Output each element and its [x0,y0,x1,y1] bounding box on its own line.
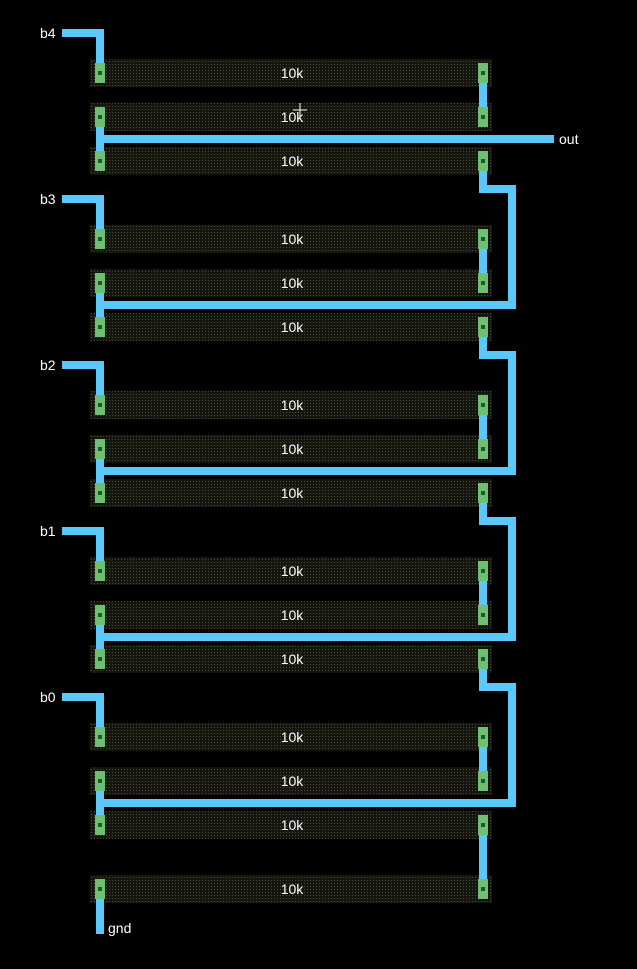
net-label-b1: b1 [40,523,56,539]
resistor-body [90,645,492,673]
contact-core [98,237,102,241]
contact-core [98,403,102,407]
resistor-body [90,147,492,175]
contact-core [481,491,485,495]
input-wire-b1 [62,527,104,575]
contact-core [98,657,102,661]
resistor-value: 10k [281,485,305,501]
contact-core [481,403,485,407]
resistor-value: 10k [281,109,305,125]
resistor-body [90,811,492,839]
contact-core [481,237,485,241]
crosshair-icon [293,103,307,117]
contact-core [98,71,102,75]
resistor-value: 10k [281,231,305,247]
contact-core [98,325,102,329]
contact-core [98,569,102,573]
resistor-value: 10k [281,275,305,291]
contact-core [481,887,485,891]
resistor-body [90,479,492,507]
contact-core [98,447,102,451]
contact-core [481,325,485,329]
resistor-body [90,875,492,903]
resistor-value: 10k [281,729,305,745]
resistor-body [90,59,492,87]
net-label-gnd: gnd [108,920,131,936]
resistor-value: 10k [281,881,305,897]
input-wire-b3 [62,195,104,243]
contact-core [98,823,102,827]
ladder-rail [96,489,516,641]
ladder-rail [96,323,516,475]
resistor-array [90,59,492,903]
resistor-body [90,103,492,131]
contact-core [481,823,485,827]
net-label-b2: b2 [40,357,56,373]
contact-core [98,613,102,617]
resistor-value: 10k [281,319,305,335]
contact-core [98,491,102,495]
resistor-value: 10k [281,441,305,457]
resistor-body [90,601,492,629]
resistor-body [90,767,492,795]
ladder-rail [96,157,516,309]
contact-core [481,613,485,617]
net-label-b3: b3 [40,191,56,207]
contact-core [481,447,485,451]
wire-net [62,29,554,934]
contact-core [481,735,485,739]
contact-core [98,115,102,119]
input-wire-b2 [62,361,104,409]
net-label-b0: b0 [40,689,56,705]
contact-core [481,115,485,119]
resistor-body [90,723,492,751]
input-wire-b0 [62,693,104,741]
resistor-value: 10k [281,607,305,623]
resistor-body [90,313,492,341]
net-label-out: out [559,131,579,147]
contact-core [98,887,102,891]
resistor-value: 10k [281,563,305,579]
resistor-value: 10k [281,817,305,833]
ladder-rail [96,655,516,807]
resistor-value: 10k [281,153,305,169]
contact-array [95,63,488,899]
resistor-value: 10k [281,397,305,413]
contact-core [481,71,485,75]
resistor-body [90,269,492,297]
contact-core [481,779,485,783]
contact-core [481,569,485,573]
resistor-body [90,557,492,585]
net-label-b4: b4 [40,25,56,41]
input-wire-b4 [62,29,104,77]
contact-core [98,735,102,739]
label-layer: 10k 10k 10k 10k 10k 10k 10k 10k 10k 10k 10k 10k 10k 1… [40,25,579,936]
resistor-body [90,225,492,253]
contact-core [98,281,102,285]
resistor-value: 10k [281,65,305,81]
resistor-value: 10k [281,773,305,789]
contact-core [481,657,485,661]
resistor-body [90,391,492,419]
contact-core [481,159,485,163]
contact-core [98,159,102,163]
resistor-value: 10k [281,651,305,667]
contact-core [481,281,485,285]
resistor-body [90,435,492,463]
contact-core [98,779,102,783]
